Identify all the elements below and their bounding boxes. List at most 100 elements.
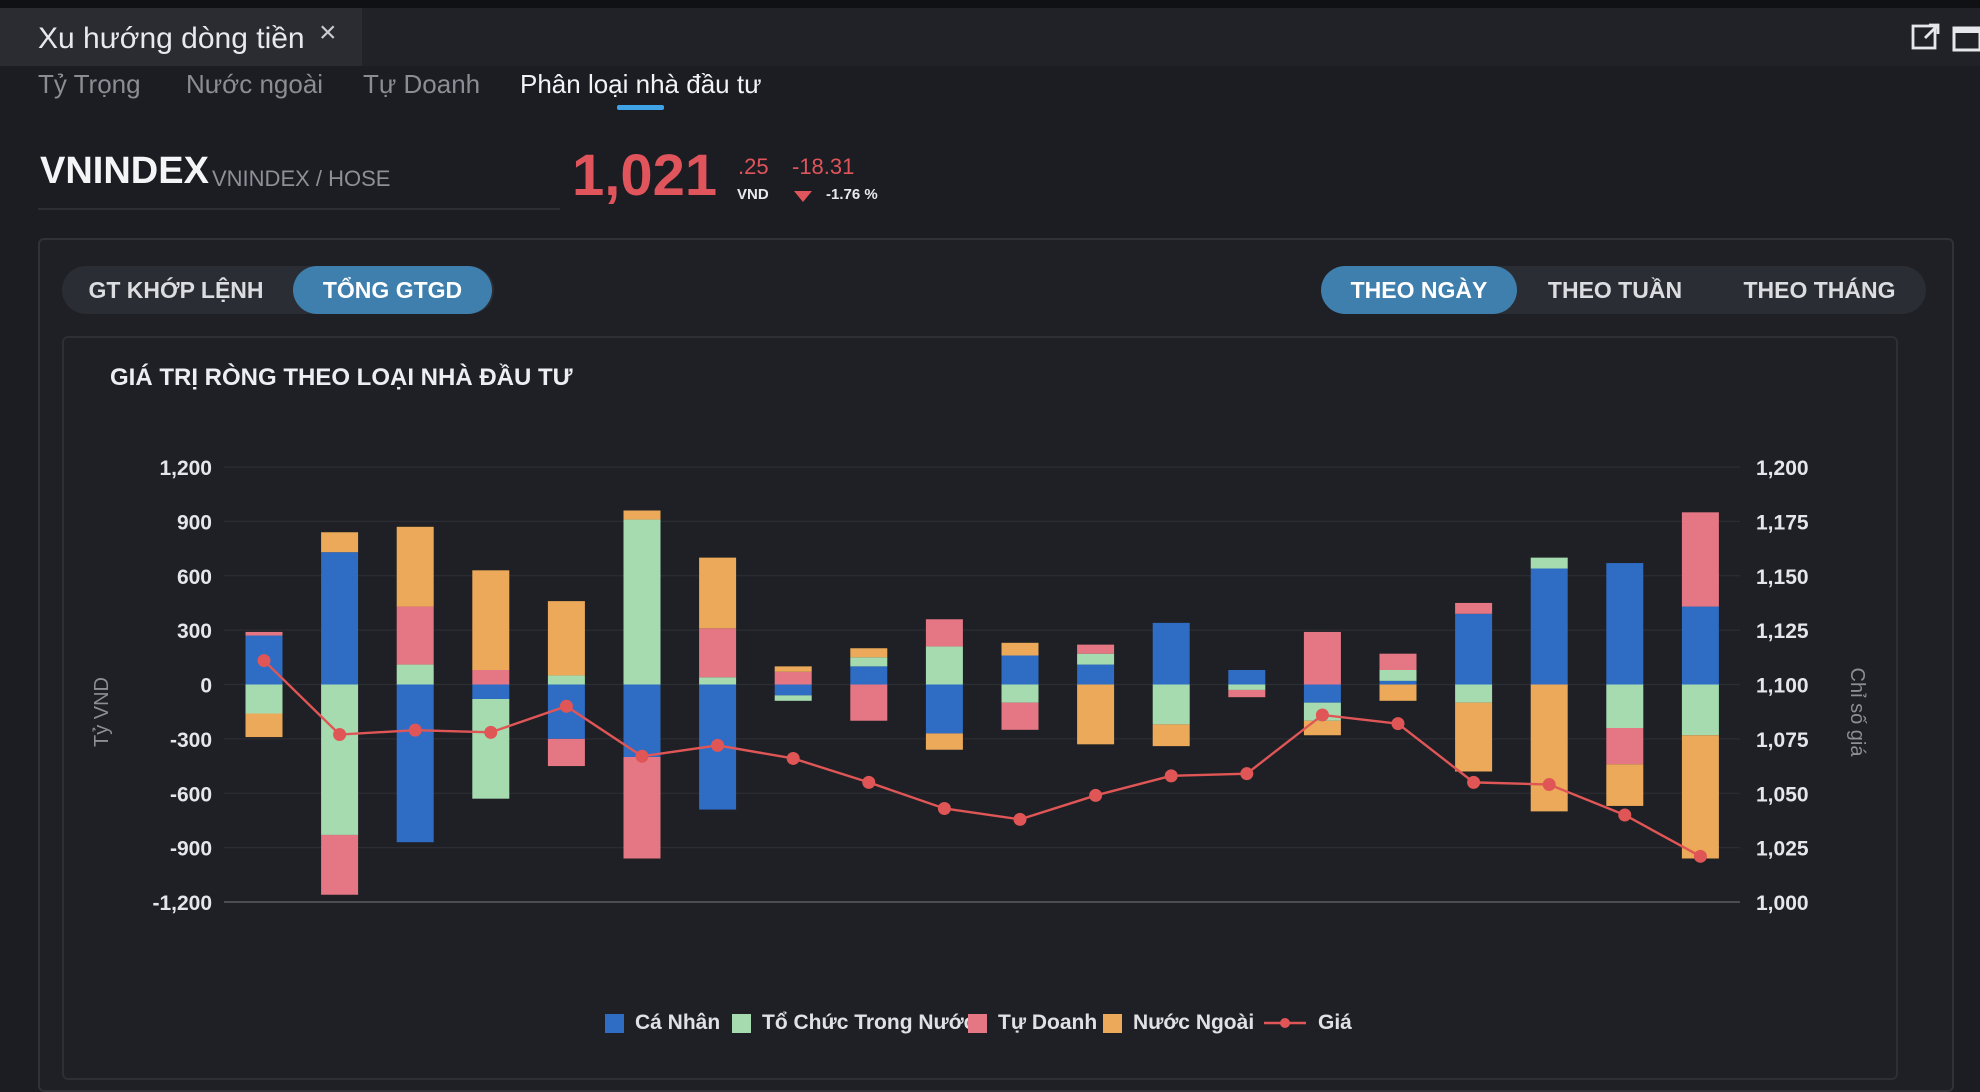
divider	[38, 208, 560, 210]
bar-segment	[1530, 557, 1568, 569]
bar-segment	[1228, 684, 1266, 690]
bar-segment	[850, 657, 888, 667]
gt-khop-lenh-button[interactable]: GT KHỚP LỆNH	[88, 277, 264, 303]
close-icon[interactable]: ×	[319, 16, 337, 49]
price-line	[263, 659, 1701, 858]
price-point	[484, 725, 498, 739]
price-point	[257, 654, 271, 668]
legend-swatch	[605, 1013, 624, 1033]
legend-item[interactable]: Cá Nhân	[605, 1007, 720, 1039]
legend-item[interactable]: Tổ Chức Trong Nước	[732, 1007, 975, 1039]
bar-segment	[1379, 653, 1417, 670]
price-point	[862, 775, 876, 789]
bar-segment	[245, 631, 283, 636]
index-exchange: VNINDEX / HOSE	[212, 166, 391, 191]
theo-tuan-button[interactable]: THEO TUẦN	[1547, 277, 1683, 303]
bar-segment	[472, 670, 510, 685]
popout-icon[interactable]	[1911, 22, 1941, 52]
y-tick-label: -1,200	[152, 892, 212, 915]
y-axis-label: Tỷ VND	[91, 677, 113, 747]
tab-ty-trong[interactable]: Tỷ Trọng	[38, 69, 141, 99]
price-point	[786, 751, 800, 765]
bar-segment	[1530, 568, 1568, 685]
maximize-icon[interactable]	[1952, 26, 1980, 52]
legend-item[interactable]: Tự Doanh	[968, 1007, 1097, 1039]
bar-segment	[1001, 684, 1039, 703]
legend-swatch	[968, 1013, 987, 1033]
y-tick-label: 1,200	[159, 457, 212, 480]
bar-segment	[321, 684, 359, 835]
bar-segment	[1152, 684, 1190, 725]
bar-segment	[1681, 606, 1719, 685]
tab-nuoc-ngoai[interactable]: Nước ngoài	[186, 69, 324, 99]
y2-tick-label: 1,150	[1756, 566, 1809, 589]
y2-tick-label: 1,050	[1756, 783, 1809, 806]
bar-segment	[1228, 689, 1266, 698]
bar-segment	[699, 557, 737, 629]
bar-segment	[396, 684, 434, 843]
bar-segment	[1681, 684, 1719, 736]
index-symbol: VNINDEX	[40, 150, 209, 192]
y-tick-label: -900	[170, 838, 212, 861]
bar-segment	[396, 664, 434, 685]
active-tab-indicator	[617, 105, 664, 110]
y-tick-label: 0	[200, 675, 212, 698]
bar-segment	[547, 601, 585, 676]
bar-segment	[472, 570, 510, 670]
bar-segment	[1077, 684, 1115, 745]
window-tab-bar: Xu hướng dòng tiền ×	[0, 8, 1980, 66]
down-arrow-icon	[794, 191, 812, 202]
bar-segment	[1001, 655, 1039, 685]
y2-tick-label: 1,075	[1756, 729, 1809, 752]
legend-label: Tổ Chức Trong Nước	[762, 1011, 976, 1034]
tab-phan-loai-nha-dau-tu[interactable]: Phân loại nhà đầu tư	[520, 69, 762, 99]
theo-ngay-button[interactable]: THEO NGÀY	[1321, 266, 1517, 314]
price-change: -18.31	[792, 154, 855, 179]
y2-tick-label: 1,200	[1756, 457, 1809, 480]
net-value-chart: 1,200 900 600 300 0 -300 -600 -900 -1,200 1,200 1,…	[91, 457, 1868, 915]
bar-segment	[774, 666, 812, 672]
window-tab[interactable]: Xu hướng dòng tiền ×	[0, 8, 362, 66]
price-point	[408, 723, 422, 737]
y2-tick-label: 1,000	[1756, 892, 1809, 915]
chart-card	[62, 336, 1898, 1080]
bar-segment	[547, 738, 585, 767]
legend-label: Giá	[1318, 1011, 1352, 1034]
y-tick-label: 900	[177, 511, 212, 534]
bar-segment	[699, 628, 737, 678]
y2-axis-label: Chỉ số giá	[1846, 668, 1868, 758]
price-point	[1089, 788, 1103, 802]
bar-segment	[774, 695, 812, 701]
tab-tu-doanh[interactable]: Tự Doanh	[363, 69, 481, 99]
theo-thang-button[interactable]: THEO THÁNG	[1743, 277, 1896, 303]
bar-segment	[699, 677, 737, 685]
bar-segment	[1152, 622, 1190, 685]
bar-segment	[1152, 724, 1190, 747]
bar-segment	[925, 733, 963, 750]
bar-segment	[850, 648, 888, 658]
price-point	[1164, 769, 1178, 783]
bar-segment	[321, 552, 359, 685]
bar-segment	[245, 684, 283, 714]
bar-segment	[623, 510, 661, 520]
bar-segment	[774, 671, 812, 685]
price-point	[937, 801, 951, 815]
legend-item[interactable]: Nước Ngoài	[1103, 1007, 1254, 1039]
bar-segment	[396, 606, 434, 665]
bar-segment	[1303, 631, 1341, 685]
tong-gtgd-button[interactable]: TỔNG GTGD	[293, 266, 492, 314]
y-tick-label: 300	[177, 620, 212, 643]
bar-segment	[925, 619, 963, 647]
price-unit: VND	[737, 186, 769, 203]
price-point	[635, 749, 649, 763]
sub-tab-bar: Tỷ Trọng Nước ngoài Tự Doanh Phân loại n…	[0, 66, 1980, 116]
price-point	[711, 738, 725, 752]
legend-label: Cá Nhân	[635, 1011, 721, 1034]
bar-segment	[472, 684, 510, 699]
bar-segment	[396, 526, 434, 607]
legend-item[interactable]: Giá	[1262, 1007, 1352, 1039]
chart-title: GIÁ TRỊ RÒNG THEO LOẠI NHÀ ĐẦU TƯ	[110, 364, 573, 391]
bar-segment	[1001, 642, 1039, 656]
bar-segment	[850, 666, 888, 685]
bar-segment	[1681, 512, 1719, 607]
